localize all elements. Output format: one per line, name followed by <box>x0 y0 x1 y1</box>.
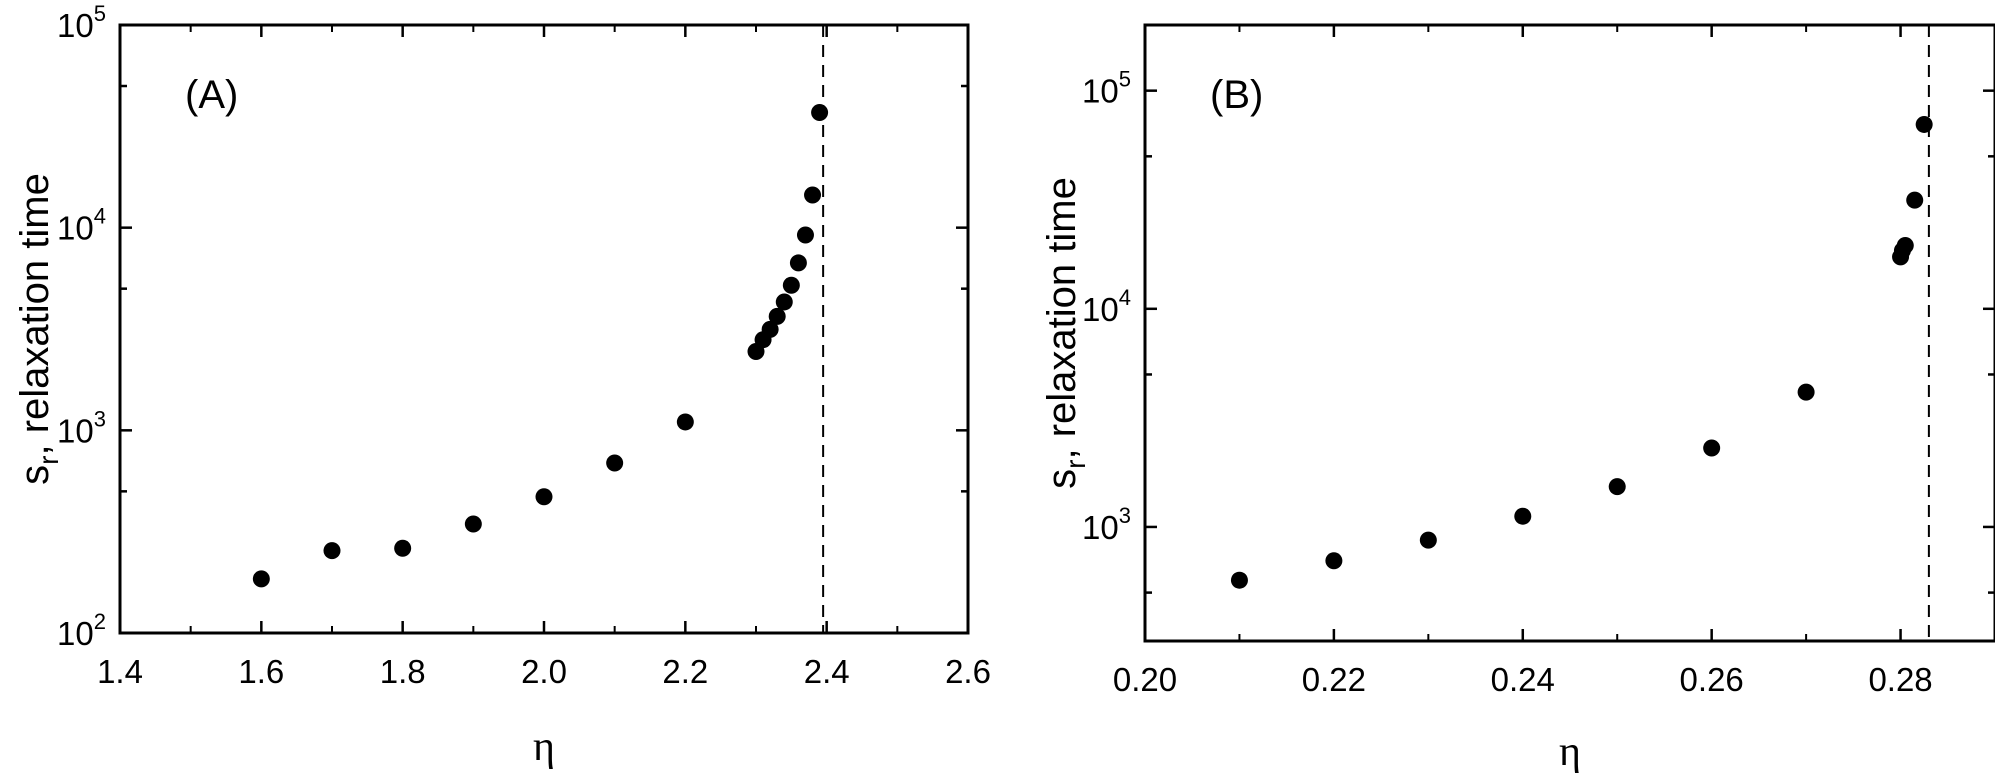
x-axis-title: η <box>1559 729 1581 773</box>
plot-frame <box>1143 23 1995 643</box>
y-axis-title-subscript: r <box>1060 460 1091 469</box>
data-point <box>796 226 814 244</box>
y-tick-exponent: 3 <box>1119 503 1131 528</box>
data-point <box>1797 383 1815 401</box>
data-point <box>1906 191 1924 209</box>
y-tick-label: 104 <box>1082 285 1131 328</box>
y-tick-base: 10 <box>57 7 94 44</box>
plot-frame <box>118 23 970 635</box>
x-tick-label: 1.4 <box>97 653 143 690</box>
y-tick-label: 105 <box>1082 67 1131 110</box>
y-tick-base: 10 <box>1082 73 1119 110</box>
x-tick-label: 0.28 <box>1868 661 1932 698</box>
data-point <box>394 539 412 557</box>
y-tick-base: 10 <box>1082 291 1119 328</box>
data-point <box>1608 478 1626 496</box>
panel-a-chart: 1.4 1.6 1.8 2.0 2.2 2.4 2.6102103104105(A)ηsr,… <box>13 1 991 770</box>
x-tick-label: 1.6 <box>238 653 284 690</box>
data-point <box>1703 439 1721 457</box>
y-axis-title-subscript: r <box>33 456 64 465</box>
x-tick-label: 2.4 <box>804 653 850 690</box>
panel-label: (A) <box>185 73 238 117</box>
y-axis-title-main: s <box>1040 469 1084 489</box>
y-tick-label: 103 <box>57 406 106 449</box>
y-axis-title-rest: , relaxation time <box>1040 177 1084 459</box>
y-tick-exponent: 5 <box>1119 67 1131 92</box>
x-tick-label: 1.8 <box>380 653 426 690</box>
y-tick-base: 10 <box>57 615 94 652</box>
y-axis-title: sr, relaxation time <box>13 173 64 485</box>
data-point <box>464 515 482 533</box>
y-tick-base: 10 <box>57 210 94 247</box>
y-tick-exponent: 2 <box>94 609 106 634</box>
y-axis-title: sr, relaxation time <box>1040 177 1091 489</box>
panel-label: (B) <box>1210 73 1263 117</box>
x-axis-title: η <box>533 724 555 770</box>
y-axis-title-rest: , relaxation time <box>13 173 57 455</box>
data-point <box>789 254 807 272</box>
y-tick-label: 102 <box>57 609 106 652</box>
y-tick-base: 10 <box>57 412 94 449</box>
data-point <box>775 293 793 311</box>
data-point <box>761 320 779 338</box>
data-point <box>252 570 270 588</box>
y-tick-label: 103 <box>1082 503 1131 546</box>
y-tick-label: 104 <box>57 204 106 247</box>
x-tick-label: 2.0 <box>521 653 567 690</box>
y-tick-exponent: 4 <box>94 204 106 229</box>
data-point <box>811 104 829 122</box>
x-tick-label: 0.26 <box>1680 661 1744 698</box>
data-point <box>782 276 800 294</box>
x-tick-label: 0.24 <box>1491 661 1555 698</box>
y-tick-exponent: 3 <box>94 406 106 431</box>
data-point <box>1419 531 1437 549</box>
x-tick-label: 0.20 <box>1113 661 1177 698</box>
data-point <box>323 542 341 560</box>
y-tick-base: 10 <box>1082 509 1119 546</box>
data-point <box>1896 237 1914 255</box>
data-point <box>606 454 624 472</box>
x-tick-label: 0.22 <box>1302 661 1366 698</box>
data-point <box>676 413 694 431</box>
y-tick-label: 105 <box>57 1 106 44</box>
y-tick-exponent: 5 <box>94 1 106 26</box>
x-tick-label: 2.2 <box>662 653 708 690</box>
data-point <box>768 307 786 325</box>
data-point <box>1915 115 1933 133</box>
x-tick-label: 2.6 <box>945 653 991 690</box>
data-point <box>535 488 553 506</box>
data-point <box>804 186 822 204</box>
data-point <box>1325 552 1343 570</box>
data-point <box>1230 571 1248 589</box>
y-axis-title-main: s <box>13 465 57 485</box>
data-point <box>1514 507 1532 525</box>
y-tick-exponent: 4 <box>1119 285 1131 310</box>
